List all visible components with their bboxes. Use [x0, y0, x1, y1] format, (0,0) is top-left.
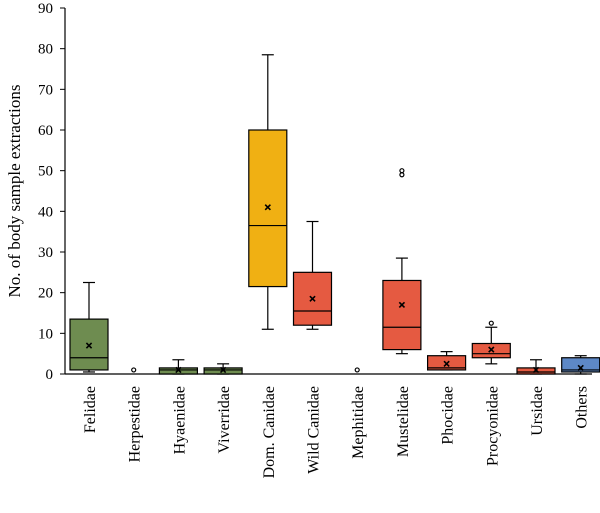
mean-marker [175, 366, 182, 374]
y-tick-label: 10 [38, 326, 53, 342]
outlier-point [131, 367, 137, 373]
mean-marker [398, 301, 406, 309]
outlier-point [488, 320, 494, 326]
y-tick-label: 40 [38, 204, 53, 220]
box-10 [516, 359, 556, 375]
box-11 [561, 355, 600, 375]
category-labels: Felidae Herpestidae Hyaenidae Viverridae Dom… [82, 386, 591, 478]
boxes [69, 54, 600, 375]
mean-marker [309, 295, 316, 302]
category-label: Felidae [82, 386, 99, 433]
y-tick-label: 90 [38, 1, 53, 17]
outlier-point [399, 172, 405, 178]
mean-marker [85, 342, 93, 349]
y-tick-label: 60 [38, 123, 53, 139]
box-iqr [382, 279, 422, 351]
box-6 [354, 367, 360, 373]
box-1 [131, 367, 137, 373]
box-3 [203, 363, 243, 375]
category-label: Phocidae [440, 386, 457, 445]
mean-marker [532, 366, 540, 374]
mean-marker [443, 360, 450, 367]
box-iqr [248, 129, 288, 288]
category-label: Hyaenidae [171, 386, 188, 454]
box-9 [471, 320, 511, 365]
category-label: Wild Canidae [306, 386, 323, 474]
y-tick-label: 20 [38, 286, 53, 302]
category-label: Mephitidae [350, 386, 367, 459]
category-label: Others [574, 386, 591, 429]
box-0 [69, 281, 109, 373]
y-tick-label: 0 [46, 367, 54, 383]
category-label: Viverridae [216, 386, 233, 453]
category-label: Herpestidae [127, 386, 144, 462]
category-label: Procyonidae [484, 386, 501, 466]
y-tick-label: 50 [38, 164, 53, 180]
y-tick-label: 70 [38, 82, 53, 98]
y-axis-ticks: 0 10 20 30 40 50 60 70 80 90 [38, 1, 65, 383]
mean-marker [577, 364, 584, 372]
box-8 [427, 351, 467, 371]
box-4 [248, 54, 288, 330]
category-label: Dom. Canidae [261, 386, 278, 478]
y-axis-label: No. of body sample extractions [5, 85, 24, 298]
mean-marker [488, 346, 495, 353]
box-5 [292, 220, 333, 330]
y-tick-label: 80 [38, 42, 53, 58]
box-2 [158, 359, 198, 375]
category-label: Mustelidae [395, 386, 412, 457]
outlier-point [399, 168, 405, 174]
outlier-point [354, 367, 360, 373]
mean-marker [264, 204, 271, 211]
category-label: Ursidae [529, 386, 546, 436]
mean-marker [219, 366, 227, 374]
box-7 [382, 168, 422, 355]
y-tick-label: 30 [38, 245, 53, 261]
